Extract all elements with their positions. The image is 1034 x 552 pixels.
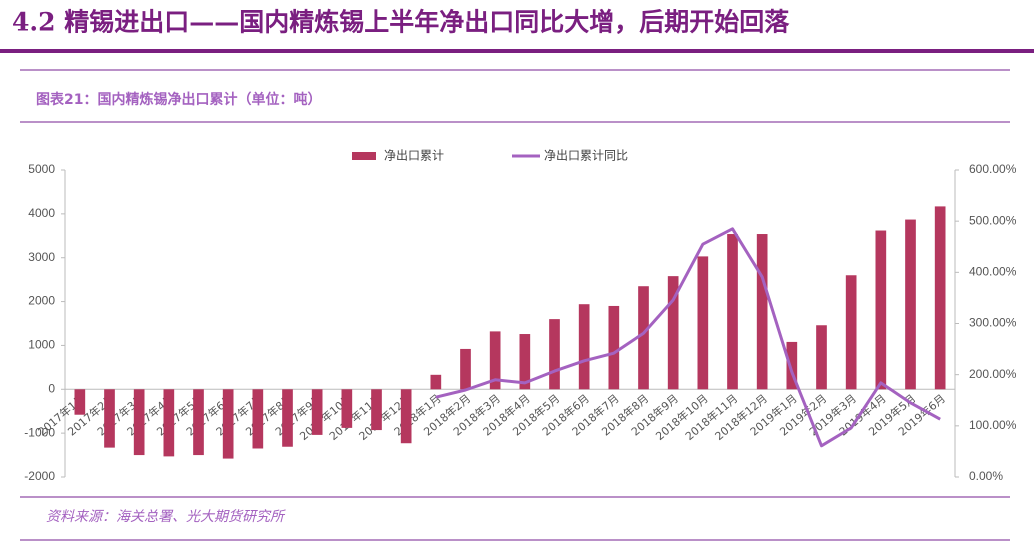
bar	[934, 206, 946, 390]
bar	[193, 389, 204, 456]
y2-tick-label: 200.00%	[969, 367, 1017, 381]
bar	[311, 389, 323, 435]
y2-tick-label: 500.00%	[969, 213, 1017, 227]
y2-tick-label: 400.00%	[969, 265, 1017, 279]
title-rule	[0, 49, 1034, 53]
bar	[519, 334, 531, 390]
bar	[222, 389, 234, 459]
bar	[578, 304, 590, 390]
line	[435, 227, 941, 448]
y-tick-label: -1000	[24, 425, 55, 439]
bar	[816, 325, 827, 390]
legend-label: 净出口累计	[384, 149, 444, 163]
bar	[252, 389, 264, 449]
y-tick-label: 1000	[28, 338, 55, 352]
legend-swatch	[352, 152, 376, 160]
bar	[430, 374, 442, 390]
bar	[638, 286, 649, 390]
legend-label: 净出口累计同比	[544, 149, 628, 163]
page-title: 4.2 精锡进出口——国内精炼锡上半年净出口同比大增，后期开始回落	[12, 8, 790, 37]
bar	[608, 305, 620, 390]
y-tick-label: 5000	[28, 162, 55, 176]
bar	[489, 331, 501, 390]
bar	[845, 275, 857, 390]
bar	[282, 389, 293, 447]
y-tick-label: 4000	[28, 206, 55, 220]
bar	[727, 234, 738, 390]
bar	[133, 389, 145, 456]
bar	[697, 256, 709, 390]
y-tick-label: 3000	[28, 250, 55, 264]
source: 资料来源：海关总署、光大期货研究所	[46, 509, 286, 525]
bar	[786, 341, 798, 390]
bar	[371, 389, 382, 431]
bar	[756, 234, 768, 390]
y2-tick-label: 100.00%	[969, 418, 1017, 432]
y2-tick-label: 600.00%	[969, 162, 1017, 176]
y-tick-label: 2000	[28, 294, 55, 308]
bar	[460, 348, 471, 390]
y-tick-label: 0	[48, 381, 55, 395]
bar	[74, 389, 86, 415]
bar	[341, 389, 353, 428]
bar	[400, 389, 412, 444]
bar	[875, 230, 887, 390]
y2-tick-label: 0.00%	[969, 469, 1003, 483]
bar	[104, 389, 115, 448]
y-tick-label: -2000	[24, 469, 55, 483]
chart-title: 图表21：国内精炼锡净出口累计（单位：吨）	[36, 91, 321, 108]
bar	[163, 389, 175, 457]
y2-tick-label: 300.00%	[969, 316, 1017, 330]
bar	[905, 219, 916, 390]
bar	[667, 276, 679, 390]
bar	[549, 319, 560, 390]
